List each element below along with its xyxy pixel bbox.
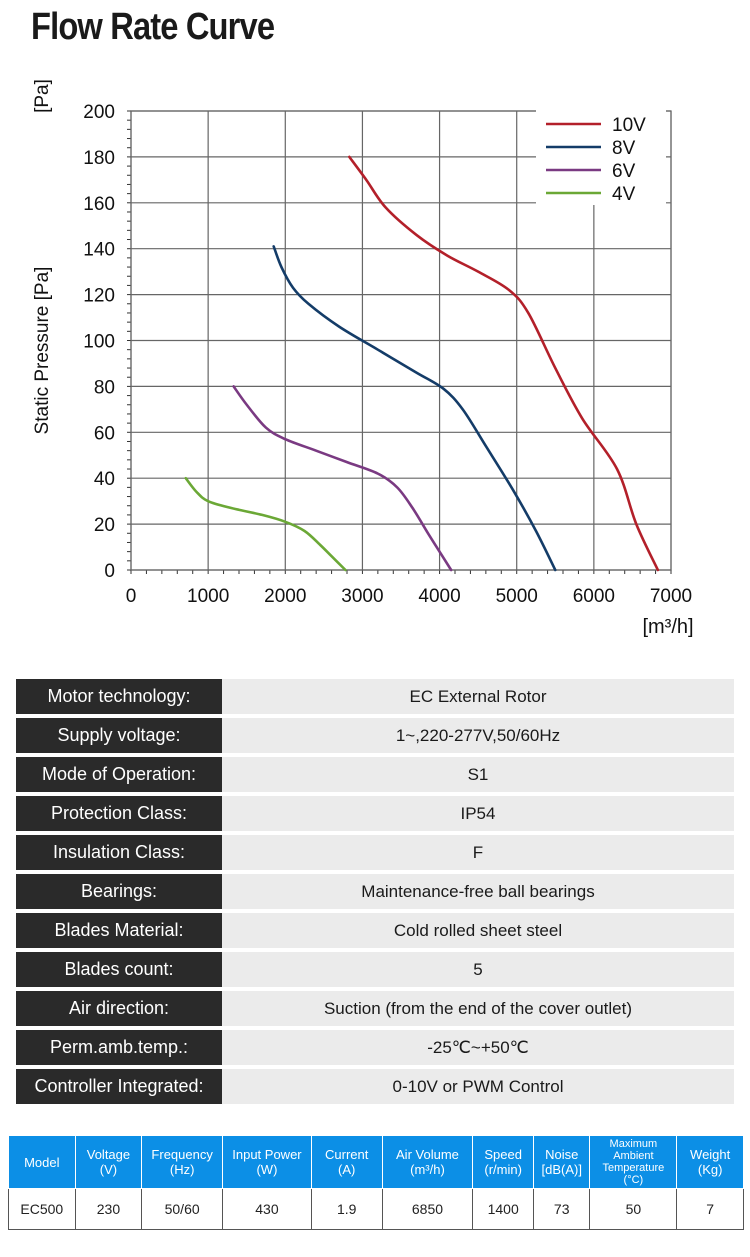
- y-tick-label: 20: [94, 515, 115, 536]
- y-axis-label: Static Pressure [Pa]: [32, 267, 53, 435]
- spec-label: Motor technology:: [16, 679, 222, 714]
- spec-row: Controller Integrated: 0-10V or PWM Contr…: [16, 1069, 734, 1104]
- legend-label: 4V: [612, 184, 636, 205]
- x-tick-label: 6000: [573, 586, 615, 607]
- y-tick-label: 60: [94, 423, 115, 444]
- cell-input-power: 430: [222, 1188, 312, 1230]
- legend-label: 10V: [612, 115, 646, 136]
- legend-background: [536, 110, 666, 205]
- header-weight: Weight (Kg): [676, 1136, 744, 1189]
- page-title: Flow Rate Curve: [31, 6, 275, 48]
- spec-row: Motor technology: EC External Rotor: [16, 679, 734, 714]
- spec-value: S1: [222, 757, 734, 792]
- spec-label: Supply voltage:: [16, 718, 222, 753]
- spec-label: Protection Class:: [16, 796, 222, 831]
- spec-value: F: [222, 835, 734, 870]
- cell-air-volume: 6850: [381, 1188, 474, 1230]
- spec-value: IP54: [222, 796, 734, 831]
- cell-max-ambient-temperature: 50: [589, 1188, 678, 1230]
- y-tick-label: 0: [104, 561, 115, 582]
- spec-row: Protection Class: IP54: [16, 796, 734, 831]
- cell-current: 1.9: [310, 1188, 383, 1230]
- x-tick-label: 4000: [418, 586, 460, 607]
- series-line-4v: [184, 476, 347, 572]
- spec-value: 0-10V or PWM Control: [222, 1069, 734, 1104]
- x-tick-label: 1000: [187, 586, 229, 607]
- series-line-6v: [232, 385, 453, 572]
- header-max-ambient-temperature: Maximum Ambient Temperature (°C): [589, 1136, 678, 1189]
- spec-label: Bearings:: [16, 874, 222, 909]
- header-noise: Noise [dB(A)]: [532, 1136, 591, 1189]
- x-tick-label: 0: [126, 586, 137, 607]
- y-tick-label: 120: [83, 286, 115, 307]
- x-tick-label: 5000: [496, 586, 538, 607]
- x-axis-label: [m³/h]: [642, 616, 693, 638]
- y-tick-label: 100: [83, 332, 115, 353]
- spec-label: Air direction:: [16, 991, 222, 1026]
- spec-table: Motor technology: EC External Rotor Suppl…: [16, 679, 734, 1108]
- spec-label: Perm.amb.temp.:: [16, 1030, 222, 1065]
- x-tick-label: 2000: [264, 586, 306, 607]
- series-line-8v: [272, 245, 557, 572]
- cell-speed: 1400: [472, 1188, 534, 1230]
- spec-value: 5: [222, 952, 734, 987]
- spec-row: Perm.amb.temp.: -25℃~+50℃: [16, 1030, 734, 1065]
- header-frequency: Frequency (Hz): [141, 1136, 224, 1189]
- model-table-row: EC500 230 50/60 430 1.9 6850 1400 73 50 …: [8, 1188, 744, 1230]
- header-air-volume: Air Volume (m³/h): [381, 1136, 474, 1189]
- spec-row: Supply voltage: 1~,220-277V,50/60Hz: [16, 718, 734, 753]
- x-tick-label: 7000: [650, 586, 692, 607]
- spec-label: Insulation Class:: [16, 835, 222, 870]
- header-current: Current (A): [310, 1136, 383, 1189]
- spec-value: Suction (from the end of the cover outle…: [222, 991, 734, 1026]
- series-line-10v: [348, 155, 660, 572]
- legend-label: 8V: [612, 138, 636, 159]
- header-input-power: Input Power (W): [222, 1136, 312, 1189]
- legend-label: 6V: [612, 161, 636, 182]
- header-model: Model: [8, 1136, 76, 1189]
- header-speed: Speed (r/min): [472, 1136, 534, 1189]
- spec-value: -25℃~+50℃: [222, 1030, 734, 1065]
- spec-label: Controller Integrated:: [16, 1069, 222, 1104]
- spec-row: Air direction: Suction (from the end of t…: [16, 991, 734, 1026]
- spec-value: Maintenance-free ball bearings: [222, 874, 734, 909]
- spec-row: Blades Material: Cold rolled sheet steel: [16, 913, 734, 948]
- flow-rate-chart: 0 1000 2000 3000 4000 5000 6000 7000 0 20 40 60 80 10…: [32, 79, 694, 638]
- cell-frequency: 50/60: [141, 1188, 224, 1230]
- cell-voltage: 230: [74, 1188, 143, 1230]
- spec-label: Blades count:: [16, 952, 222, 987]
- header-voltage: Voltage (V): [74, 1136, 143, 1189]
- cell-model: EC500: [8, 1188, 76, 1230]
- model-table-header-row: Model Voltage (V) Frequency (Hz) Input Pow…: [8, 1136, 744, 1189]
- x-tick-label: 3000: [341, 586, 383, 607]
- spec-row: Mode of Operation: S1: [16, 757, 734, 792]
- cell-weight: 7: [676, 1188, 744, 1230]
- spec-label: Mode of Operation:: [16, 757, 222, 792]
- spec-value: Cold rolled sheet steel: [222, 913, 734, 948]
- spec-value: 1~,220-277V,50/60Hz: [222, 718, 734, 753]
- spec-label: Blades Material:: [16, 913, 222, 948]
- y-tick-label: 140: [83, 240, 115, 261]
- y-tick-label: 180: [83, 148, 115, 169]
- y-unit-label: [Pa]: [32, 79, 53, 113]
- y-tick-label: 40: [94, 469, 115, 490]
- spec-row: Insulation Class: F: [16, 835, 734, 870]
- model-table: Model Voltage (V) Frequency (Hz) Input Pow…: [8, 1136, 744, 1230]
- y-tick-label: 160: [83, 194, 115, 215]
- spec-row: Blades count: 5: [16, 952, 734, 987]
- y-tick-label: 80: [94, 377, 115, 398]
- y-tick-label: 200: [83, 102, 115, 123]
- spec-row: Bearings: Maintenance-free ball bearings: [16, 874, 734, 909]
- cell-noise: 73: [532, 1188, 591, 1230]
- spec-value: EC External Rotor: [222, 679, 734, 714]
